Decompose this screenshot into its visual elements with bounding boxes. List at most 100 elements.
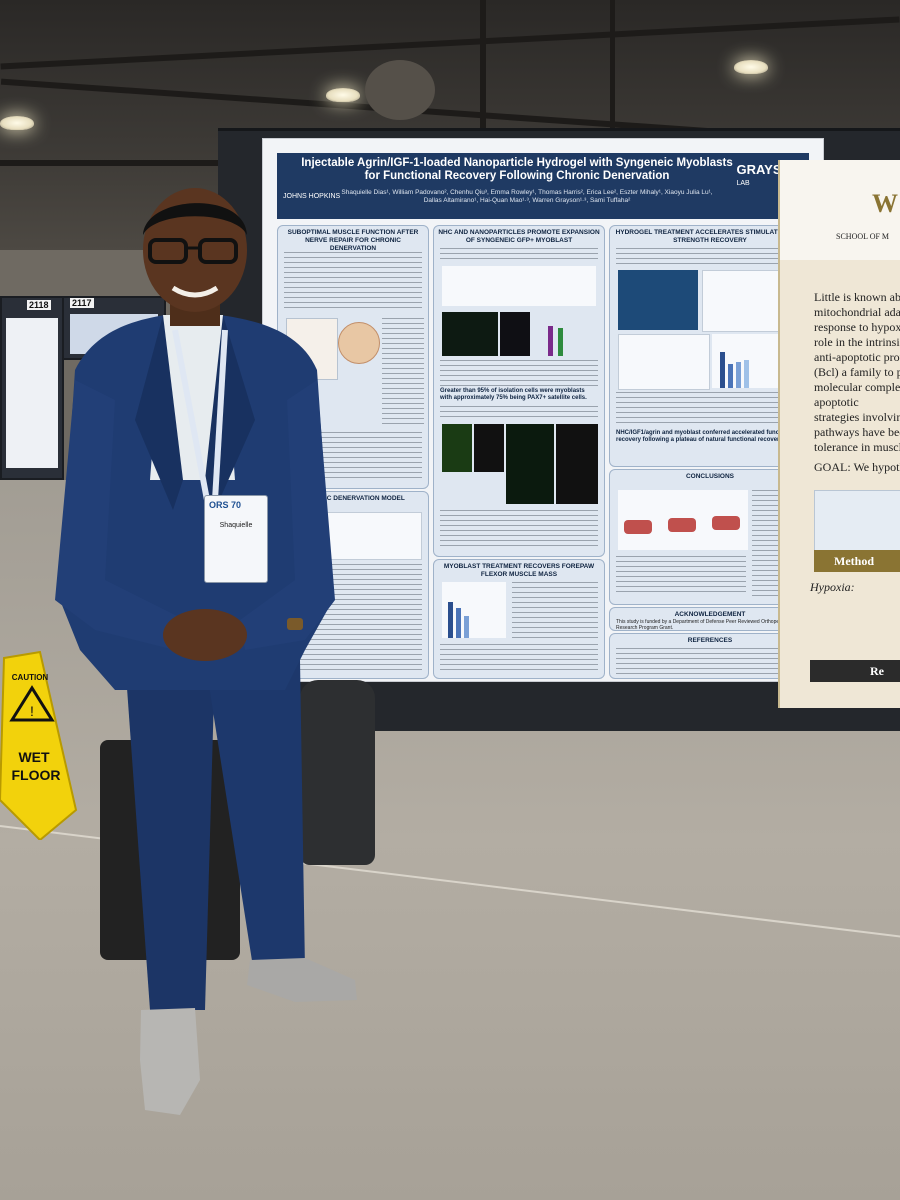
poster-panel-mass: MYOBLAST TREATMENT RECOVERS FOREPAW FLEX…	[433, 559, 605, 679]
ceiling-beam	[0, 16, 900, 70]
intro-line: (Bcl) a family to preve	[814, 365, 900, 379]
intro-line: anti-apoptotic protei	[814, 350, 900, 364]
panel-text	[512, 582, 598, 642]
panel-title: NHC AND NANOPARTICLES PROMOTE EXPANSION …	[438, 229, 600, 244]
school-name: SCHOOL OF M	[836, 232, 890, 241]
hair	[143, 203, 247, 235]
conclusion-diagram	[618, 490, 748, 550]
microscopy-image	[474, 424, 504, 472]
glasses-icon	[148, 238, 188, 264]
chart-bar	[558, 328, 563, 356]
panel-title: MYOBLAST TREATMENT RECOVERS FOREPAW FLEX…	[443, 563, 595, 578]
ceiling-vent	[365, 60, 435, 120]
acknowledgement-text: This study is funded by a Department of …	[616, 619, 786, 631]
chart-bar	[728, 364, 733, 388]
panel-highlight: NHC/IGF1/agrin and myoblast conferred ac…	[616, 430, 796, 443]
hands	[163, 609, 247, 661]
panel-title: CHRONIC DENERVATION MODEL	[301, 495, 405, 502]
ceiling-light	[734, 60, 768, 74]
bar-chart	[442, 582, 506, 638]
background-poster-board	[0, 296, 64, 480]
panel-highlight: Greater than 95% of isolation cells were…	[440, 388, 587, 401]
panel-text	[440, 360, 598, 386]
experiment-photo	[618, 270, 698, 330]
poster-header: Injectable Agrin/IGF-1-loaded Nanopartic…	[277, 153, 809, 219]
microscopy-image	[500, 312, 530, 356]
line-chart	[618, 334, 710, 390]
chart-bar	[720, 352, 725, 388]
panel-text	[616, 248, 804, 266]
panel-text	[616, 556, 746, 596]
microscopy-image	[506, 424, 554, 504]
panel-text	[616, 392, 804, 426]
methods-heading: Method	[834, 554, 874, 568]
intro-line: response to hypoxia	[814, 320, 900, 334]
section-header: Re	[810, 660, 900, 682]
adjacent-poster-header: W SCHOOL OF M	[780, 160, 900, 260]
poster-panel-grip: HYDROGEL TREATMENT ACCELERATES STIMULATE…	[609, 225, 811, 467]
panel-title: CONCLUSIONS	[685, 473, 735, 480]
chart-bar	[548, 326, 553, 356]
sneaker-left	[140, 1008, 200, 1115]
intro-line: pathways have been stud	[814, 425, 900, 439]
poster-title: Injectable Agrin/IGF-1-loaded Nanopartic…	[301, 157, 733, 182]
muscle-icon	[712, 516, 740, 530]
poster-panel-refs: REFERENCES	[609, 633, 811, 679]
university-logo: JOHNS HOPKINS	[283, 193, 341, 200]
panel-text	[440, 406, 598, 420]
poster-authors: Shaquielle Dias¹, William Padovano², Che…	[341, 189, 713, 204]
badge-conference-logo: ORS 70	[209, 500, 242, 510]
panel-figure	[442, 266, 596, 306]
microscopy-image	[442, 424, 472, 472]
intro-line: apoptotic	[814, 395, 859, 409]
poster-panel-nhc: NHC AND NANOPARTICLES PROMOTE EXPANSION …	[433, 225, 605, 557]
hypoxia-label: Hypoxia:	[810, 580, 855, 594]
chart-bar	[464, 616, 469, 638]
background-poster	[6, 318, 58, 468]
bar-chart	[538, 312, 594, 356]
microscopy-image	[442, 312, 498, 356]
intro-line: tolerance in muscle cells.	[814, 440, 900, 454]
muscle-icon	[624, 520, 652, 534]
intro-line: Little is known ab	[814, 290, 900, 304]
sign-wet-text: WET	[18, 749, 50, 765]
badge-name: Shaquielle	[219, 522, 253, 529]
presenter-person	[55, 188, 357, 1115]
sign-floor-text: FLOOR	[12, 767, 61, 783]
intro-line: molecular complexes	[814, 380, 900, 394]
board-number: 2118	[27, 300, 51, 310]
sign-caution-text: CAUTION	[12, 673, 49, 682]
university-logo: W	[872, 189, 898, 218]
panel-text	[440, 644, 598, 672]
board-number: 2117	[70, 298, 94, 308]
panel-title: SUBOPTIMAL MUSCLE FUNCTION AFTER NERVE R…	[287, 229, 419, 252]
ceiling-light	[326, 88, 360, 102]
panel-title: ACKNOWLEDGEMENT	[674, 611, 746, 618]
panel-text	[440, 248, 598, 262]
intro-line: role in the intrinsic	[814, 335, 900, 349]
panel-title: HYDROGEL TREATMENT ACCELERATES STIMULATE…	[615, 229, 805, 244]
chart-bar	[736, 362, 741, 388]
wet-floor-sign: ! CAUTION WET FLOOR	[0, 650, 78, 840]
panel-title: REFERENCES	[687, 637, 733, 644]
chart-bar	[744, 360, 749, 388]
ceiling-beam	[610, 0, 615, 250]
panel-text	[284, 252, 422, 312]
panel-text	[616, 648, 804, 674]
refs-heading: Re	[870, 664, 884, 678]
muscle-icon	[668, 518, 696, 532]
panel-text	[382, 318, 424, 428]
panel-figure	[338, 322, 380, 364]
ceiling-light	[0, 116, 34, 130]
chart-bar	[448, 602, 453, 638]
adjacent-poster: W SCHOOL OF M Little is known ab mitocho…	[778, 160, 900, 708]
section-header: Method	[814, 550, 900, 572]
intro-line: strategies involving	[814, 410, 900, 424]
intro-line: mitochondrial adap	[814, 305, 900, 319]
wristwatch	[287, 618, 303, 630]
chart-bar	[456, 608, 461, 638]
lab-logo-sub: LAB	[736, 180, 750, 187]
sneaker-right	[247, 958, 357, 1002]
goal-text: GOAL: We hypothesize	[814, 460, 900, 474]
svg-text:!: !	[30, 703, 34, 719]
